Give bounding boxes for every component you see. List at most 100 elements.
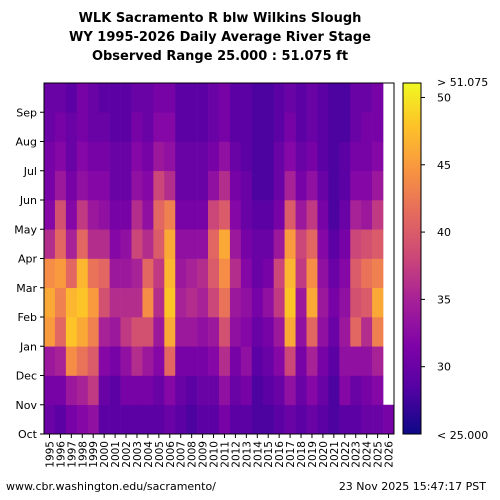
heatmap-cell: [175, 287, 187, 318]
heatmap-cell: [273, 200, 285, 230]
heatmap-cell: [240, 141, 253, 172]
heatmap-cell: [240, 170, 253, 201]
heatmap-cell: [284, 141, 296, 172]
heatmap-cell: [65, 229, 78, 259]
heatmap-cell: [306, 200, 318, 230]
heatmap-cell: [284, 170, 296, 201]
heatmap-cell: [229, 141, 242, 172]
x-axis-tick-label: 2005: [154, 441, 166, 468]
heatmap-cell: [76, 112, 89, 142]
heatmap-cell: [87, 375, 99, 406]
heatmap-cell: [131, 141, 143, 172]
heatmap-cell: [229, 346, 242, 376]
heatmap-cell: [131, 375, 143, 406]
heatmap-cell: [142, 112, 154, 142]
heatmap-cell: [229, 229, 242, 259]
colorbar-tick-label: 50: [437, 91, 451, 104]
heatmap-cell: [197, 375, 209, 406]
heatmap-cell: [54, 83, 67, 113]
heatmap-cell: [306, 346, 318, 376]
heatmap-cell: [197, 83, 209, 113]
heatmap-cell: [295, 200, 307, 230]
colorbar-tick-label: 45: [437, 159, 451, 172]
heatmap-cell: [54, 170, 67, 201]
heatmap-cell: [153, 375, 165, 406]
heatmap-cell: [372, 375, 384, 406]
heatmap-cell: [65, 317, 78, 347]
chart-title-line-1: WLK Sacramento R blw Wilkins Slough: [78, 11, 362, 26]
x-axis-tick-label: 2004: [143, 441, 155, 468]
heatmap-cell: [284, 346, 296, 376]
heatmap-cell: [262, 287, 274, 318]
heatmap-cell: [186, 317, 198, 347]
heatmap-cell: [372, 287, 384, 318]
heatmap-cell: [240, 200, 253, 230]
heatmap-cell: [197, 287, 209, 318]
heatmap-cell: [54, 375, 67, 406]
heatmap-cell: [229, 170, 242, 201]
heatmap-cell: [262, 346, 274, 376]
heatmap-cell: [98, 258, 110, 289]
chart-title-line-3: Observed Range 25.000 : 51.075 ft: [91, 49, 349, 64]
colorbar-max-label: > 51.075: [437, 76, 488, 89]
heatmap-cell: [87, 141, 99, 172]
colorbar-tick-label: 30: [437, 361, 451, 374]
heatmap-cell: [98, 317, 110, 347]
x-axis-tick-label: 2009: [198, 441, 210, 468]
x-axis-tick-label: 2018: [296, 441, 308, 468]
heatmap-cell: [339, 229, 351, 259]
heatmap-cell: [65, 83, 78, 113]
heatmap-cell: [44, 141, 56, 172]
heatmap-cell: [186, 346, 198, 376]
heatmap-cell: [306, 141, 318, 172]
heatmap-cell: [219, 170, 231, 201]
heatmap-cell: [76, 141, 89, 172]
heatmap-cell: [273, 83, 285, 113]
y-axis-tick-label: Mar: [16, 282, 37, 295]
heatmap-cell: [142, 375, 154, 406]
heatmap-cell: [54, 317, 67, 347]
heatmap-cell: [240, 346, 253, 376]
heatmap-cell: [175, 141, 187, 172]
x-axis-tick-label: 2006: [165, 441, 177, 468]
heatmap-cell: [87, 83, 99, 113]
heatmap-cell: [87, 317, 99, 347]
heatmap-cell: [131, 83, 143, 113]
heatmap-cell: [328, 112, 340, 142]
heatmap-cell: [229, 258, 242, 289]
heatmap-cell: [328, 258, 340, 289]
heatmap-cell: [197, 258, 209, 289]
heatmap-cell: [240, 83, 253, 113]
heatmap-cell: [262, 112, 274, 142]
heatmap-cell: [197, 170, 209, 201]
heatmap-cell: [295, 404, 307, 435]
heatmap-cell: [76, 404, 89, 435]
heatmap-cell: [109, 200, 121, 230]
y-axis-tick-label: Sep: [16, 106, 37, 119]
heatmap-cell: [350, 287, 362, 318]
heatmap-cell: [98, 404, 110, 435]
heatmap-cell: [306, 83, 318, 113]
heatmap-cell: [372, 346, 384, 376]
heatmap-cell: [328, 317, 340, 347]
heatmap-cell: [339, 317, 351, 347]
y-axis-tick-label: Nov: [16, 399, 38, 412]
heatmap-cell: [251, 229, 264, 259]
heatmap-cell: [295, 83, 307, 113]
heatmap-cell: [76, 229, 89, 259]
heatmap-cell: [251, 170, 264, 201]
heatmap-cell: [109, 112, 121, 142]
x-axis-tick-label: 2011: [219, 441, 231, 468]
heatmap-cell: [350, 404, 362, 435]
heatmap-cell: [350, 258, 362, 289]
heatmap-cell: [350, 83, 362, 113]
colorbar-tick-label: 35: [437, 293, 451, 306]
heatmap-cell: [208, 317, 220, 347]
heatmap-cell: [328, 170, 340, 201]
heatmap-cell: [240, 287, 253, 318]
heatmap-cell: [219, 200, 231, 230]
heatmap-cell: [164, 375, 176, 406]
heatmap-cell: [131, 200, 143, 230]
heatmap-cell: [153, 83, 165, 113]
